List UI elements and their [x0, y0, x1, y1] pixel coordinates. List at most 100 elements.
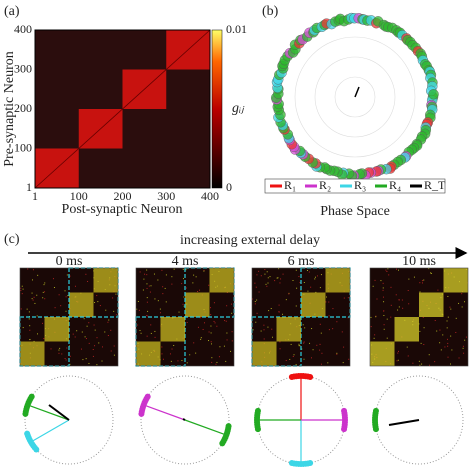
noise — [288, 293, 290, 295]
noise — [213, 302, 215, 304]
noise — [327, 362, 329, 364]
noise — [252, 329, 254, 331]
noise — [183, 296, 185, 298]
noise — [303, 341, 305, 343]
noise — [44, 291, 46, 293]
noise — [451, 349, 453, 351]
noise — [21, 293, 23, 295]
matrix-frame — [251, 267, 351, 367]
noise — [292, 355, 294, 357]
noise — [285, 299, 287, 301]
noise — [447, 356, 449, 358]
colorbar — [211, 29, 223, 189]
block — [370, 341, 395, 366]
noise — [157, 300, 159, 302]
noise — [306, 269, 308, 271]
noise — [58, 352, 60, 354]
noise — [277, 277, 279, 279]
diagonal — [34, 29, 211, 189]
cluster-vector — [143, 404, 186, 421]
noise — [449, 306, 451, 308]
noise — [396, 360, 398, 362]
noise — [373, 337, 375, 339]
y-axis-label: Pre-synaptic Neuron — [2, 51, 17, 166]
noise — [390, 316, 392, 318]
noise — [81, 331, 83, 333]
noise — [278, 268, 280, 270]
noise — [94, 345, 96, 347]
noise — [407, 290, 409, 292]
noise — [311, 357, 313, 359]
noise — [319, 349, 321, 351]
phase-grid — [334, 76, 376, 118]
noise — [336, 352, 338, 354]
noise — [185, 287, 187, 289]
noise — [34, 302, 36, 304]
noise — [94, 329, 96, 331]
noise — [343, 346, 345, 348]
noise — [37, 274, 39, 276]
noise — [299, 282, 301, 284]
noise — [208, 331, 210, 333]
noise — [266, 271, 268, 273]
noise — [320, 332, 322, 334]
noise — [439, 342, 441, 344]
noise — [66, 274, 68, 276]
noise — [22, 288, 24, 290]
oscillator — [341, 426, 348, 433]
noise — [226, 339, 228, 341]
noise — [462, 345, 464, 347]
noise — [255, 321, 257, 323]
noise — [27, 268, 29, 270]
oscillator — [372, 407, 379, 414]
noise — [258, 291, 260, 293]
noise — [423, 279, 425, 281]
noise — [423, 344, 425, 346]
noise — [181, 283, 183, 285]
noise — [398, 299, 400, 301]
colorbar-tick: 0 — [226, 180, 232, 194]
noise — [299, 345, 301, 347]
noise — [43, 284, 45, 286]
colorbar-tick: 0.01 — [226, 22, 247, 36]
noise — [139, 271, 141, 273]
noise — [204, 322, 206, 324]
noise — [64, 290, 66, 292]
block — [443, 268, 468, 293]
block — [209, 268, 234, 293]
legend-label: R₁ — [284, 178, 296, 192]
noise — [279, 348, 281, 350]
noise — [401, 299, 403, 301]
noise — [189, 354, 191, 356]
noise — [76, 330, 78, 332]
block — [44, 317, 69, 342]
noise — [101, 346, 103, 348]
noise — [67, 295, 69, 297]
noise — [214, 322, 216, 324]
noise — [216, 361, 218, 363]
noise — [146, 269, 148, 271]
noise — [148, 285, 150, 287]
noise — [390, 304, 392, 306]
noise — [383, 301, 385, 303]
noise — [68, 345, 70, 347]
noise — [440, 349, 442, 351]
cluster-vector — [30, 419, 70, 443]
noise — [136, 308, 138, 310]
noise — [199, 289, 201, 291]
noise — [386, 337, 388, 339]
noise — [195, 276, 197, 278]
legend-label: R_T — [424, 178, 446, 192]
noise — [137, 300, 139, 302]
noise — [325, 301, 327, 303]
noise — [177, 360, 179, 362]
noise — [419, 364, 421, 366]
noise — [210, 341, 212, 343]
noise — [447, 345, 449, 347]
legend-label: R₃ — [354, 178, 366, 192]
phase-ring — [24, 375, 114, 465]
noise — [138, 309, 140, 311]
noise — [115, 293, 117, 295]
noise — [279, 341, 281, 343]
noise — [113, 354, 115, 356]
